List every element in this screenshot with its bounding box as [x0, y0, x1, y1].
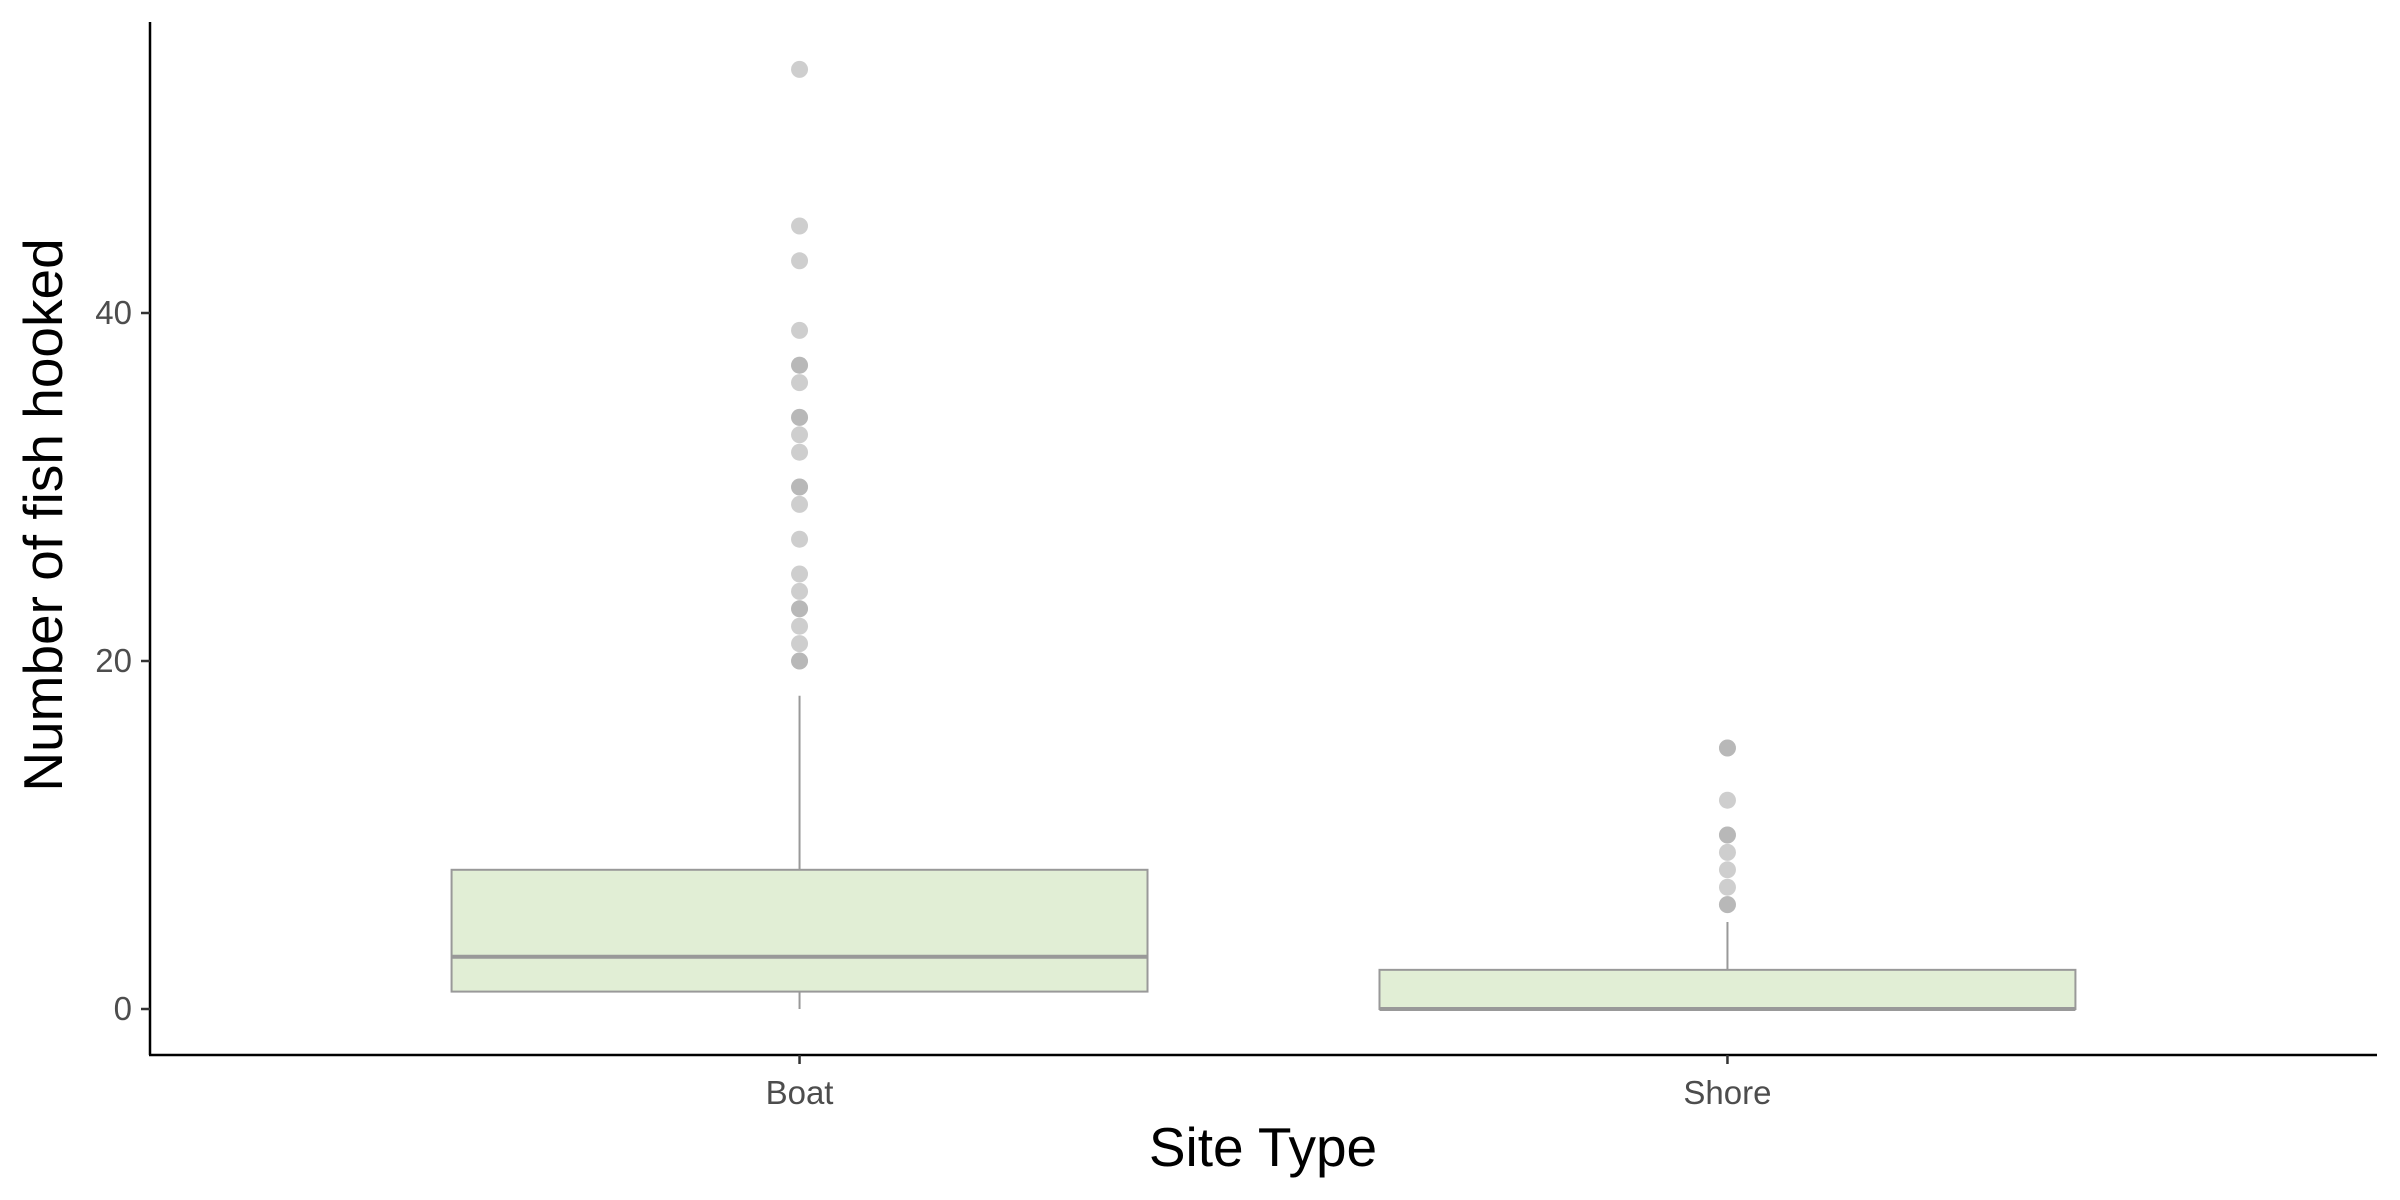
outlier-point [791, 252, 809, 270]
iqr-box [1378, 968, 2077, 1010]
outlier-point [1718, 826, 1736, 844]
y-tick-label: 40 [95, 294, 132, 331]
outlier-point [1718, 791, 1736, 809]
outlier-point [791, 565, 809, 583]
x-axis-title: Site Type [1149, 1116, 1377, 1178]
outlier-point [791, 408, 809, 426]
outlier-point [791, 617, 809, 635]
outlier-point [791, 478, 809, 496]
x-tick-label: Shore [1683, 1074, 1771, 1111]
box-boat [450, 60, 1149, 1009]
outlier-point [791, 60, 809, 78]
x-tick-label: Boat [766, 1074, 834, 1111]
y-axis-title: Number of fish hooked [12, 238, 74, 791]
outlier-point [791, 530, 809, 548]
outlier-point [1718, 896, 1736, 914]
outlier-point [791, 443, 809, 461]
outlier-point [791, 652, 809, 670]
x-axis-ticks: Boat Shore [766, 1055, 1771, 1111]
outlier-point [791, 356, 809, 374]
plot-marks [450, 60, 2077, 1011]
outlier-point [791, 635, 809, 653]
outlier-point [791, 321, 809, 339]
box-shore [1378, 739, 2077, 1011]
outlier-point [791, 582, 809, 600]
outlier-point [791, 495, 809, 513]
outlier-point [1718, 843, 1736, 861]
outlier-point [791, 600, 809, 618]
outlier-point [1718, 878, 1736, 896]
y-tick-label: 0 [114, 990, 132, 1027]
outlier-point [791, 426, 809, 444]
outlier-point [1718, 739, 1736, 757]
outlier-point [791, 374, 809, 392]
outlier-point [791, 217, 809, 235]
y-axis-ticks: 0 20 40 [95, 294, 150, 1027]
outlier-point [1718, 861, 1736, 879]
y-tick-label: 20 [95, 642, 132, 679]
iqr-box [450, 868, 1149, 993]
